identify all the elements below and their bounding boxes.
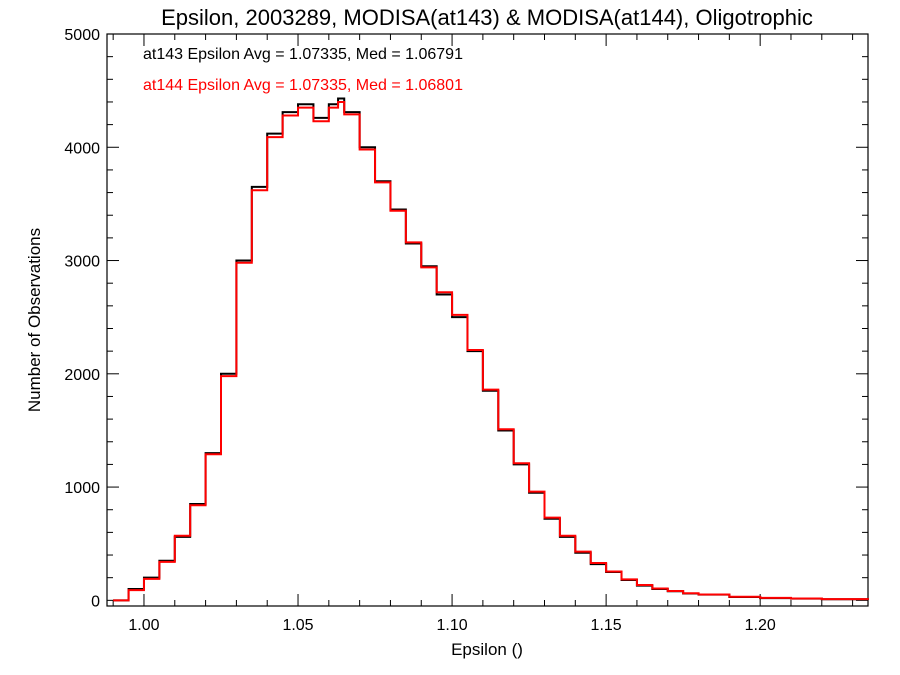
legend-at143: at143 Epsilon Avg = 1.07335, Med = 1.067… (143, 46, 463, 63)
y-tick-label: 2000 (64, 367, 100, 384)
series-layer (113, 97, 869, 602)
y-tick-label: 4000 (64, 140, 100, 157)
x-axis-label: Epsilon () (451, 640, 523, 659)
legend-at144: at144 Epsilon Avg = 1.07335, Med = 1.068… (143, 77, 463, 94)
y-tick-label: 5000 (64, 27, 100, 44)
y-tick-label: 0 (91, 593, 100, 610)
y-tick-label: 3000 (64, 254, 100, 271)
x-tick-label: 1.05 (282, 617, 313, 634)
axis-ticks: 1.00 1.05 1.10 1.15 1.20 0 1000 2000 3000 4000 500… (64, 27, 868, 634)
x-tick-label: 1.10 (436, 617, 467, 634)
x-tick-label: 1.20 (745, 617, 776, 634)
x-tick-label: 1.00 (128, 617, 159, 634)
y-tick-label: 1000 (64, 480, 100, 497)
x-tick-label: 1.15 (591, 617, 622, 634)
plot-frame (106, 33, 869, 607)
chart-title: Epsilon, 2003289, MODISA(at143) & MODISA… (161, 5, 813, 30)
series-line-1 (113, 100, 869, 602)
series-line-0 (113, 97, 869, 602)
y-axis-label: Number of Observations (25, 228, 44, 412)
